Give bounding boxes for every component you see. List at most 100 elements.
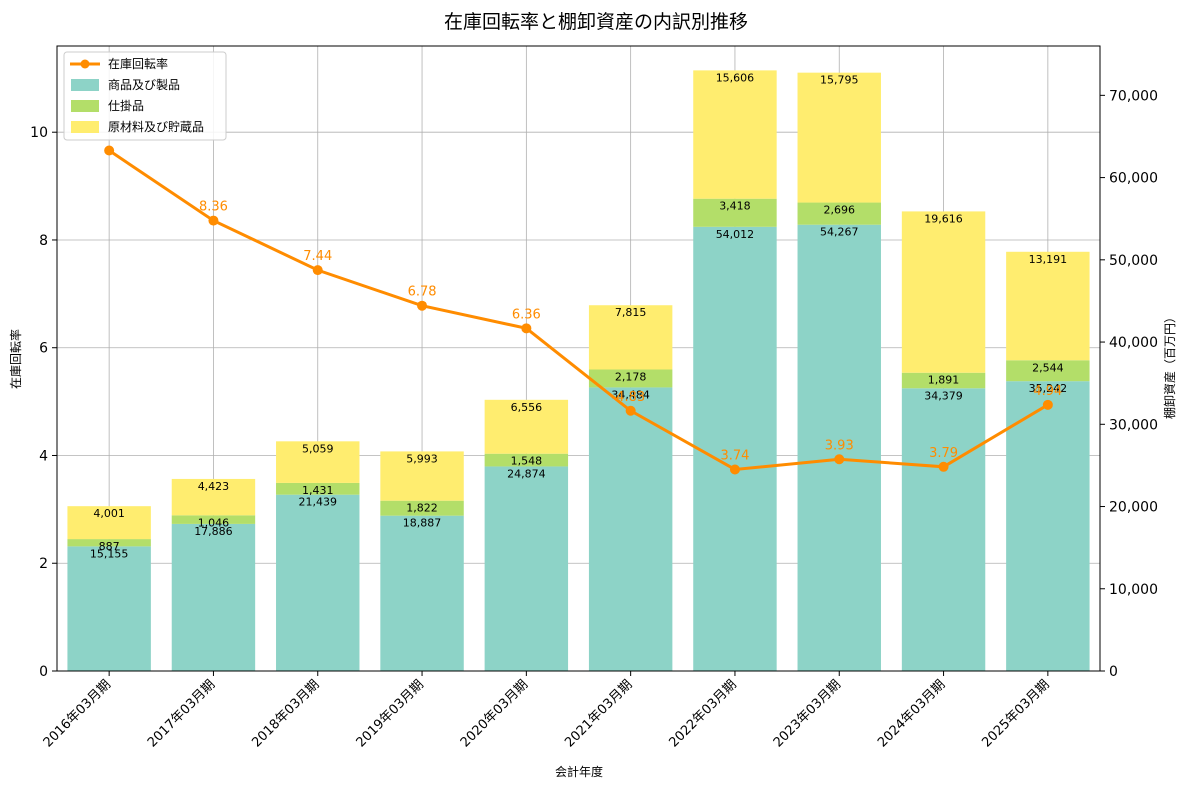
bars — [67, 70, 1090, 671]
bar-value-label: 18,887 — [403, 517, 442, 530]
bar-value-label: 5,059 — [302, 442, 334, 455]
bar-value-label: 1,822 — [406, 502, 438, 515]
bar-segment — [484, 466, 569, 671]
bar-segment — [276, 494, 360, 671]
bar-segment — [797, 72, 881, 203]
turnover-value-label: 3.79 — [929, 446, 958, 461]
y-right-tick-label: 40,000 — [1109, 335, 1158, 351]
y-left-tick-label: 6 — [39, 341, 48, 357]
y-left-tick-label: 2 — [39, 556, 48, 572]
y-right-tick-label: 0 — [1109, 664, 1118, 680]
bar-segment — [380, 451, 464, 501]
turnover-value-label: 4.94 — [1033, 384, 1062, 399]
turnover-point — [417, 300, 428, 311]
turnover-point — [834, 454, 845, 465]
bar-segment — [171, 523, 256, 671]
y-right-tick-label: 30,000 — [1109, 417, 1158, 433]
bar-segment — [380, 500, 464, 516]
bar-value-label: 7,815 — [615, 306, 647, 319]
turnover-value-label: 7.44 — [303, 249, 332, 264]
bar-value-label: 4,001 — [93, 507, 125, 520]
turnover-point — [1042, 399, 1053, 410]
turnover-line-path — [108, 149, 1049, 472]
legend-color-swatch — [71, 100, 99, 112]
bar-value-label: 1,548 — [511, 455, 543, 468]
bar-segment — [67, 546, 151, 671]
legend-entry-label: 商品及び製品 — [108, 77, 180, 92]
y-right-tick-label: 10,000 — [1109, 582, 1158, 598]
bar-segment — [1006, 381, 1090, 671]
x-tick-label: 2016年03月期 — [41, 677, 114, 750]
turnover-point — [104, 145, 115, 156]
bar-segment — [797, 202, 881, 225]
bar-value-label: 17,886 — [194, 525, 233, 538]
bar-value-label: 2,544 — [1032, 361, 1064, 374]
x-tick-label: 2024年03月期 — [875, 677, 948, 750]
x-tick-label: 2021年03月期 — [562, 677, 635, 750]
bar-value-label: 1,431 — [302, 484, 334, 497]
bar-segment — [67, 539, 151, 547]
x-axis-label: 会計年度 — [555, 764, 603, 779]
bar-segment — [588, 305, 673, 370]
y-left-tick-label: 0 — [39, 664, 48, 680]
bar-value-label: 24,874 — [507, 467, 546, 480]
bar-segment — [1006, 360, 1090, 382]
turnover-value-label: 3.93 — [825, 438, 854, 453]
bar-segment — [901, 388, 986, 671]
bar-value-label: 35,242 — [1029, 382, 1068, 395]
x-tick-label: 2018年03月期 — [249, 677, 322, 750]
bar-value-label: 3,418 — [719, 200, 751, 213]
turnover-point — [729, 464, 740, 475]
plot-frame — [56, 45, 1101, 672]
bar-value-label: 5,993 — [406, 452, 438, 465]
bar-labels: 15,155 17,886 21,439 18,887 24,874 34,484 54,0… — [90, 71, 1067, 560]
bar-value-label: 54,012 — [716, 228, 755, 241]
bar-value-label: 15,155 — [90, 547, 129, 560]
bar-segment — [901, 211, 986, 373]
y-right-tick-label: 50,000 — [1109, 253, 1158, 269]
legend-entry-label: 在庫回転率 — [108, 56, 168, 71]
bar-value-label: 15,606 — [716, 71, 755, 84]
chart-title: 在庫回転率と棚卸資産の内訳別推移 — [444, 11, 748, 33]
x-tick-label: 2019年03月期 — [354, 677, 427, 750]
bar-segment — [171, 478, 256, 516]
x-tick-label: 2020年03月期 — [458, 677, 531, 750]
bar-segment — [693, 198, 777, 227]
x-tick-label: 2025年03月期 — [979, 677, 1052, 750]
turnover-value-label: 4.83 — [616, 390, 645, 405]
y-right-tick-label: 60,000 — [1109, 171, 1158, 187]
y-right-tick-label: 70,000 — [1109, 88, 1158, 104]
bar-value-label: 6,556 — [511, 401, 543, 414]
bar-segment — [276, 482, 360, 495]
turnover-value-label: 3.74 — [720, 448, 749, 463]
bar-value-label: 2,696 — [824, 204, 856, 217]
y-right-tick-label: 20,000 — [1109, 500, 1158, 516]
turnover-point — [938, 461, 949, 472]
y-left-tick-label: 10 — [30, 125, 48, 141]
bar-value-label: 1,046 — [198, 516, 230, 529]
bar-value-label: 2,178 — [615, 371, 647, 384]
y-axis-left-label: 在庫回転率 — [8, 329, 23, 389]
bar-value-label: 19,616 — [924, 212, 963, 225]
bar-segment — [380, 515, 464, 671]
bar-segment — [1006, 251, 1090, 361]
x-tick-label: 2022年03月期 — [666, 677, 739, 750]
y-left-tick-label: 4 — [39, 448, 48, 464]
x-tick-label: 2023年03月期 — [771, 677, 844, 750]
bar-segment — [67, 506, 151, 540]
legend-color-swatch — [71, 79, 99, 91]
bar-value-label: 34,484 — [611, 388, 650, 401]
bar-segment — [484, 399, 569, 454]
bar-segment — [171, 515, 256, 524]
turnover-point — [625, 405, 636, 416]
y-axis-right-label: 棚卸資産（百万円） — [1162, 311, 1177, 419]
legend-entry-label: 原材料及び貯蔵品 — [108, 120, 204, 134]
x-tick-label: 2017年03月期 — [145, 677, 218, 750]
bar-segment — [276, 441, 360, 483]
legend-entry-label: 仕掛品 — [108, 98, 144, 113]
legend-box — [63, 51, 227, 141]
bar-value-label: 21,439 — [299, 496, 338, 509]
